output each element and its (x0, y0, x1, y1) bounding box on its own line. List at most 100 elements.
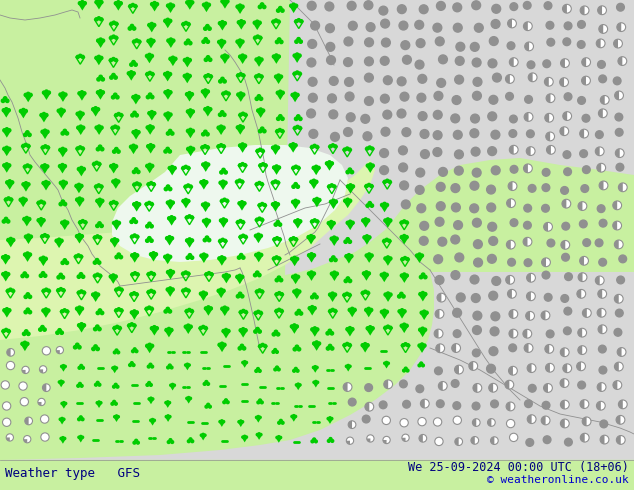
Circle shape (597, 401, 605, 410)
Polygon shape (400, 275, 409, 283)
Circle shape (487, 203, 496, 212)
Circle shape (583, 166, 590, 173)
Polygon shape (219, 183, 228, 190)
Circle shape (75, 198, 79, 201)
Circle shape (491, 166, 500, 175)
Circle shape (239, 235, 242, 238)
Circle shape (207, 383, 209, 385)
Circle shape (166, 185, 170, 188)
Circle shape (98, 55, 100, 58)
Circle shape (169, 19, 172, 23)
Circle shape (26, 308, 30, 312)
Wedge shape (614, 362, 619, 371)
Circle shape (579, 129, 588, 138)
Circle shape (291, 416, 293, 417)
Circle shape (146, 145, 150, 148)
Circle shape (294, 199, 297, 202)
Circle shape (259, 311, 262, 315)
Circle shape (150, 54, 153, 57)
Circle shape (295, 325, 299, 328)
Circle shape (186, 256, 190, 259)
Circle shape (164, 310, 167, 313)
Circle shape (61, 310, 63, 313)
Circle shape (281, 117, 284, 121)
Wedge shape (597, 401, 601, 410)
Circle shape (148, 222, 151, 225)
Circle shape (37, 201, 41, 204)
Circle shape (563, 364, 572, 372)
Circle shape (438, 237, 447, 246)
Circle shape (61, 289, 65, 292)
Circle shape (294, 72, 296, 75)
Circle shape (245, 362, 247, 364)
Circle shape (150, 239, 153, 243)
Circle shape (226, 0, 229, 3)
Circle shape (612, 221, 621, 230)
Circle shape (80, 184, 83, 188)
Circle shape (297, 19, 301, 22)
Circle shape (224, 328, 228, 332)
Circle shape (420, 311, 424, 314)
Circle shape (95, 18, 98, 21)
Circle shape (182, 289, 185, 292)
Circle shape (206, 90, 209, 93)
Circle shape (281, 9, 284, 12)
Circle shape (169, 416, 171, 418)
Wedge shape (509, 146, 514, 154)
Circle shape (217, 145, 220, 148)
Circle shape (614, 240, 623, 249)
Circle shape (164, 91, 167, 94)
Circle shape (343, 343, 346, 346)
Polygon shape (345, 367, 351, 371)
Circle shape (242, 346, 246, 350)
Wedge shape (560, 78, 564, 87)
Circle shape (184, 198, 188, 201)
Polygon shape (290, 259, 299, 266)
Circle shape (276, 9, 280, 12)
Polygon shape (307, 273, 316, 281)
Circle shape (318, 198, 321, 201)
Polygon shape (313, 382, 319, 388)
Circle shape (346, 171, 349, 174)
Circle shape (434, 367, 443, 375)
Wedge shape (509, 329, 514, 338)
Circle shape (261, 202, 264, 205)
Polygon shape (163, 21, 172, 28)
Wedge shape (402, 438, 406, 441)
Circle shape (380, 166, 389, 174)
Circle shape (7, 348, 15, 356)
Circle shape (94, 274, 96, 277)
Circle shape (471, 147, 480, 156)
Wedge shape (508, 367, 513, 375)
Wedge shape (560, 127, 564, 136)
Circle shape (243, 435, 246, 438)
Circle shape (599, 24, 607, 33)
Circle shape (401, 41, 410, 49)
Circle shape (6, 99, 9, 102)
Circle shape (274, 223, 278, 226)
Circle shape (166, 307, 169, 311)
Circle shape (29, 165, 32, 168)
Wedge shape (600, 435, 604, 444)
Circle shape (505, 380, 514, 389)
Circle shape (316, 381, 319, 383)
Circle shape (132, 61, 135, 64)
Circle shape (80, 290, 83, 293)
Circle shape (273, 55, 275, 58)
Polygon shape (346, 329, 354, 337)
Circle shape (290, 238, 292, 241)
Circle shape (94, 327, 97, 331)
Polygon shape (1, 274, 10, 281)
Circle shape (167, 401, 169, 403)
Polygon shape (75, 114, 85, 121)
Circle shape (147, 183, 150, 186)
Circle shape (1, 381, 10, 389)
Wedge shape (618, 57, 623, 66)
Polygon shape (292, 55, 302, 63)
Circle shape (146, 73, 149, 75)
Circle shape (221, 77, 224, 81)
Circle shape (489, 383, 498, 392)
Circle shape (258, 5, 262, 9)
Wedge shape (597, 308, 602, 317)
Circle shape (171, 132, 174, 135)
